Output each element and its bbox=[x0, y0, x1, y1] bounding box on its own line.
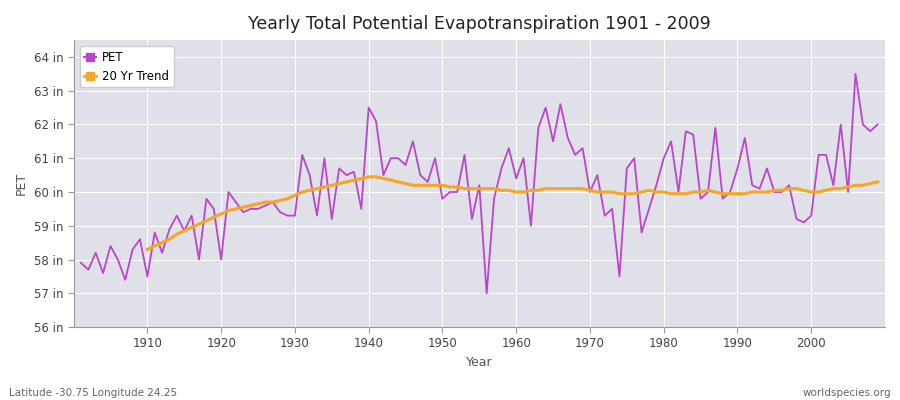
Legend: PET, 20 Yr Trend: PET, 20 Yr Trend bbox=[79, 46, 174, 87]
Y-axis label: PET: PET bbox=[15, 172, 28, 195]
Text: worldspecies.org: worldspecies.org bbox=[803, 388, 891, 398]
X-axis label: Year: Year bbox=[466, 356, 492, 369]
Text: Latitude -30.75 Longitude 24.25: Latitude -30.75 Longitude 24.25 bbox=[9, 388, 177, 398]
Title: Yearly Total Potential Evapotranspiration 1901 - 2009: Yearly Total Potential Evapotranspiratio… bbox=[248, 15, 711, 33]
